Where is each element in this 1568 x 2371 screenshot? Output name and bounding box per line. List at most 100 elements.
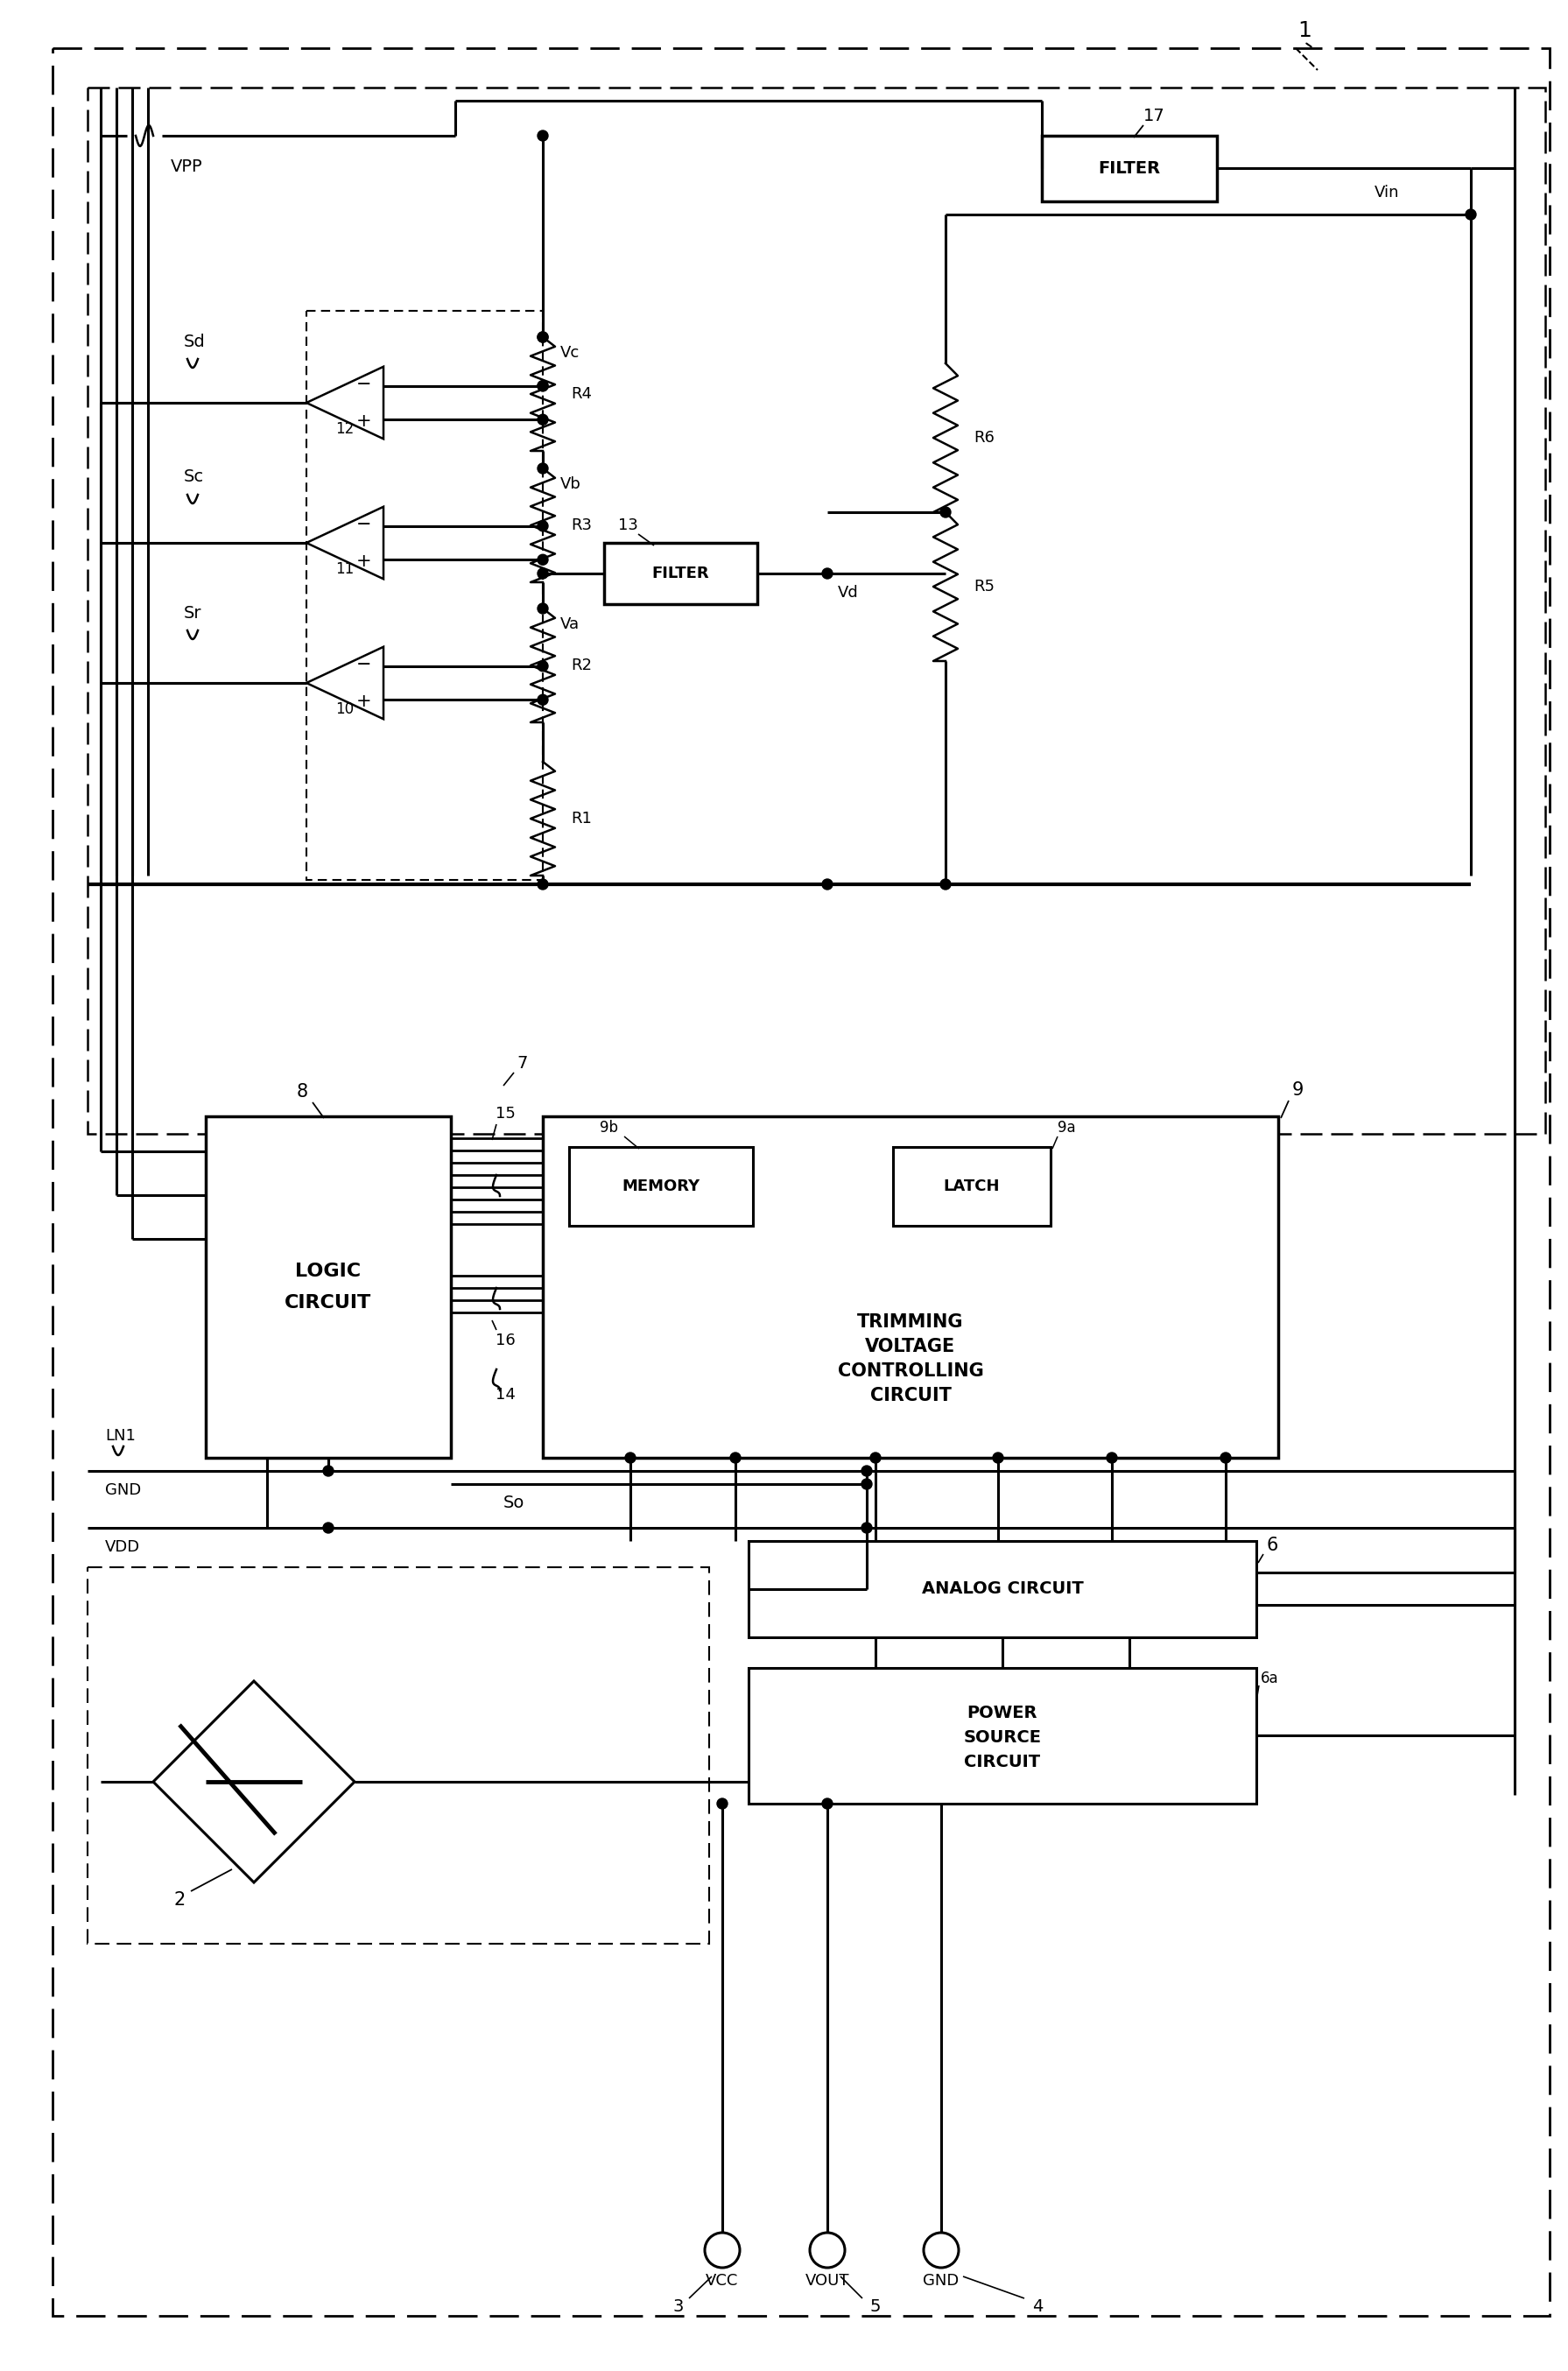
Bar	[88, 1567, 709, 1944]
Text: 14: 14	[495, 1387, 516, 1404]
Text: 15: 15	[495, 1105, 516, 1121]
Circle shape	[323, 1465, 334, 1477]
Text: Sr: Sr	[183, 605, 202, 621]
Circle shape	[538, 130, 549, 140]
Text: Sc: Sc	[183, 469, 204, 486]
Bar	[1041, 135, 1217, 202]
Text: 13: 13	[618, 517, 638, 533]
Circle shape	[941, 880, 950, 889]
Text: Vin: Vin	[1375, 185, 1400, 202]
Text: VCC: VCC	[706, 2274, 739, 2288]
Circle shape	[1107, 1453, 1116, 1463]
Text: 7: 7	[517, 1055, 528, 1072]
Text: 9a: 9a	[1057, 1119, 1076, 1136]
Circle shape	[941, 507, 950, 517]
Text: 6: 6	[1267, 1536, 1278, 1553]
Text: MEMORY: MEMORY	[622, 1178, 699, 1195]
Text: 11: 11	[336, 562, 354, 576]
Text: SOURCE: SOURCE	[963, 1728, 1041, 1745]
Text: FILTER: FILTER	[652, 567, 709, 581]
Text: 3: 3	[673, 2300, 684, 2316]
Bar	[748, 1541, 1256, 1638]
Circle shape	[538, 415, 549, 424]
Circle shape	[626, 1453, 635, 1463]
Text: 6a: 6a	[1261, 1672, 1279, 1686]
Circle shape	[538, 880, 549, 889]
Text: 9b: 9b	[599, 1119, 618, 1136]
Text: ANALOG CIRCUIT: ANALOG CIRCUIT	[922, 1581, 1083, 1598]
Text: Sd: Sd	[183, 334, 205, 351]
Circle shape	[538, 332, 549, 341]
Text: R4: R4	[571, 386, 591, 401]
Text: CIRCUIT: CIRCUIT	[870, 1387, 952, 1404]
Text: LN1: LN1	[105, 1427, 135, 1444]
Text: R6: R6	[974, 429, 994, 446]
Circle shape	[538, 569, 549, 579]
Text: +: +	[356, 413, 372, 429]
Text: 5: 5	[870, 2300, 881, 2316]
Circle shape	[822, 569, 833, 579]
Text: 12: 12	[336, 422, 354, 436]
Text: 9: 9	[1292, 1081, 1303, 1098]
Text: Va: Va	[560, 616, 580, 633]
Text: 8: 8	[296, 1084, 307, 1100]
Text: R5: R5	[974, 579, 994, 595]
Circle shape	[1466, 209, 1475, 221]
Text: VDD: VDD	[105, 1539, 140, 1555]
Text: CIRCUIT: CIRCUIT	[285, 1295, 372, 1311]
Circle shape	[861, 1465, 872, 1477]
Text: VPP: VPP	[171, 159, 202, 175]
Circle shape	[822, 880, 833, 889]
Text: +: +	[356, 552, 372, 569]
Bar	[205, 1117, 452, 1458]
Circle shape	[538, 522, 549, 531]
Bar	[88, 88, 1544, 1133]
Circle shape	[538, 662, 549, 671]
Circle shape	[861, 1522, 872, 1534]
Text: 2: 2	[174, 1892, 185, 1909]
Circle shape	[731, 1453, 740, 1463]
Text: So: So	[503, 1496, 525, 1513]
Bar	[748, 1667, 1256, 1804]
Circle shape	[538, 555, 549, 564]
Circle shape	[538, 695, 549, 704]
Text: GND: GND	[105, 1482, 141, 1498]
Text: −: −	[356, 375, 372, 394]
Text: 1: 1	[1298, 19, 1311, 40]
Bar	[894, 1148, 1051, 1226]
Text: 4: 4	[1032, 2300, 1043, 2316]
Text: R2: R2	[571, 657, 591, 673]
Bar	[306, 311, 543, 880]
Text: 17: 17	[1143, 109, 1165, 126]
Text: CIRCUIT: CIRCUIT	[964, 1752, 1041, 1769]
Text: −: −	[356, 654, 372, 673]
Text: Vb: Vb	[560, 477, 582, 493]
Circle shape	[717, 1797, 728, 1809]
Text: −: −	[356, 515, 372, 533]
Circle shape	[323, 1522, 334, 1534]
Text: FILTER: FILTER	[1098, 159, 1160, 175]
Text: CONTROLLING: CONTROLLING	[837, 1363, 983, 1380]
Text: Vd: Vd	[837, 586, 859, 600]
Circle shape	[538, 602, 549, 614]
Text: R3: R3	[571, 517, 591, 533]
Circle shape	[993, 1453, 1004, 1463]
Text: R1: R1	[571, 811, 591, 827]
Circle shape	[538, 332, 549, 341]
Circle shape	[822, 1797, 833, 1809]
Circle shape	[1220, 1453, 1231, 1463]
Text: +: +	[356, 692, 372, 711]
Text: Vc: Vc	[560, 344, 580, 360]
Text: LOGIC: LOGIC	[295, 1261, 361, 1280]
Text: 16: 16	[495, 1333, 516, 1349]
Text: LATCH: LATCH	[944, 1178, 1000, 1195]
Text: 10: 10	[336, 702, 354, 718]
Circle shape	[538, 462, 549, 474]
Circle shape	[538, 382, 549, 391]
Text: GND: GND	[924, 2274, 960, 2288]
Circle shape	[870, 1453, 881, 1463]
Text: VOLTAGE: VOLTAGE	[866, 1337, 956, 1356]
Text: POWER: POWER	[967, 1705, 1038, 1721]
Bar	[543, 1117, 1278, 1458]
Circle shape	[861, 1480, 872, 1489]
